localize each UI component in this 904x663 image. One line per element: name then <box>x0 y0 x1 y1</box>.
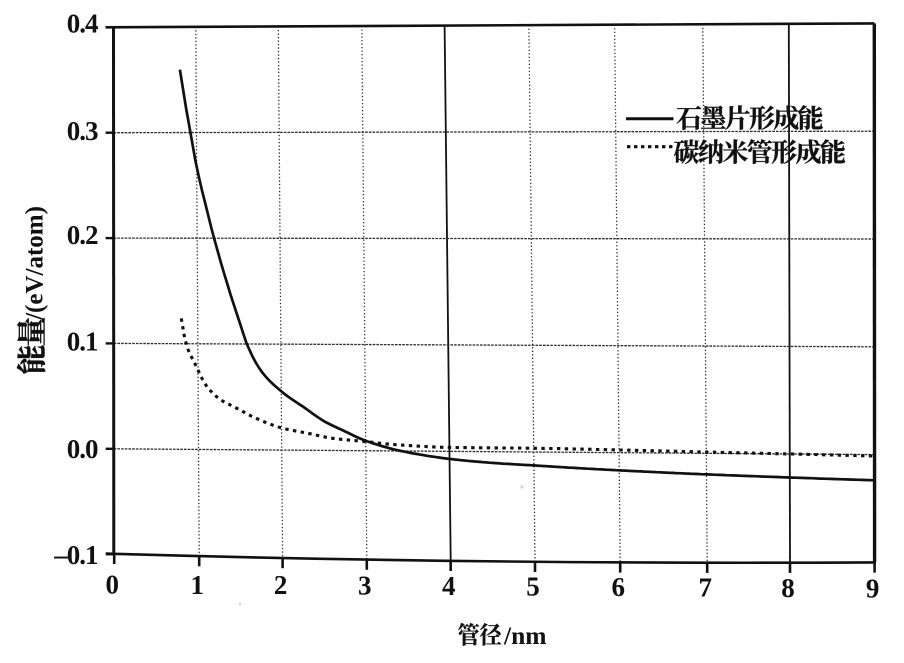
svg-text:0: 0 <box>105 569 119 599</box>
svg-text:7: 7 <box>698 573 712 603</box>
svg-text:2: 2 <box>274 570 288 600</box>
svg-text:1: 1 <box>190 570 204 600</box>
svg-text:9: 9 <box>866 573 880 603</box>
svg-text:3: 3 <box>358 571 372 601</box>
svg-text:/nm: /nm <box>503 621 547 650</box>
svg-text:5: 5 <box>526 572 540 602</box>
svg-text:8: 8 <box>781 573 795 603</box>
svg-text:0.2: 0.2 <box>67 220 98 250</box>
svg-text:4: 4 <box>442 571 456 601</box>
svg-text:/(eV/atom): /(eV/atom) <box>22 206 49 321</box>
svg-text:0.0: 0.0 <box>67 434 98 464</box>
svg-text:6: 6 <box>611 572 625 602</box>
svg-text:–0.1: –0.1 <box>53 540 98 570</box>
svg-text:0.1: 0.1 <box>67 326 98 356</box>
svg-text:0.3: 0.3 <box>67 116 98 146</box>
svg-text:0.4: 0.4 <box>67 9 98 39</box>
